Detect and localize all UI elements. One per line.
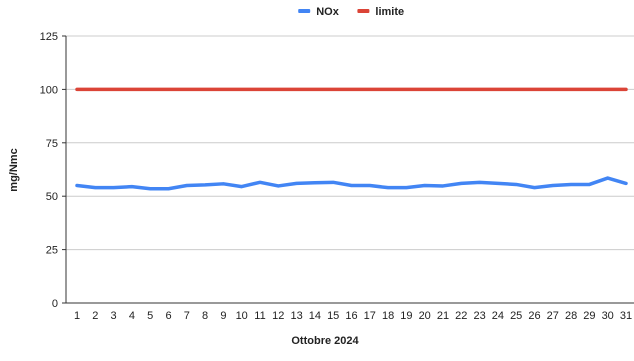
x-tick-label: 28 — [565, 310, 577, 322]
x-tick-label: 16 — [345, 310, 357, 322]
series-lines — [75, 87, 628, 191]
x-tick-label: 12 — [272, 310, 284, 322]
x-tick-label: 18 — [382, 310, 394, 322]
x-tick-label: 1 — [74, 310, 80, 322]
x-tick-label: 11 — [254, 310, 265, 322]
x-tick-label: 5 — [147, 310, 153, 322]
x-tick-label: 19 — [400, 310, 412, 322]
grid-lines — [66, 35, 634, 251]
x-tick-label: 9 — [220, 310, 226, 322]
x-tick-label: 4 — [129, 310, 135, 322]
legend-label-limite: limite — [375, 6, 404, 18]
x-axis-title: Ottobre 2024 — [291, 335, 359, 347]
x-tick-label: 30 — [602, 310, 614, 322]
legend: NOx limite — [298, 6, 404, 18]
x-tick-label: 24 — [492, 310, 504, 322]
y-tick-label: 75 — [46, 138, 58, 150]
x-tick-label: 13 — [290, 310, 302, 322]
x-tick-label: 14 — [309, 310, 321, 322]
x-tick-label: 22 — [455, 310, 467, 322]
x-tick-label: 6 — [165, 310, 171, 322]
series-line-nox — [75, 176, 628, 191]
x-tick-label: 10 — [236, 310, 248, 322]
x-tick-label: 20 — [419, 310, 431, 322]
x-tick-label: 15 — [327, 310, 339, 322]
y-tick-label: 100 — [40, 84, 58, 96]
x-tick-label: 3 — [111, 310, 117, 322]
x-tick-label: 17 — [364, 310, 376, 322]
x-tick-label: 21 — [437, 310, 449, 322]
y-axis-title: mg/Nmc — [8, 148, 20, 191]
x-tick-label: 8 — [202, 310, 208, 322]
x-tick-label: 29 — [583, 310, 595, 322]
legend-swatch-nox — [298, 9, 311, 13]
x-tick-label: 25 — [510, 310, 522, 322]
x-tick-label: 31 — [620, 310, 632, 322]
legend-label-nox: NOx — [316, 6, 340, 18]
x-tick-label: 26 — [528, 310, 540, 322]
legend-swatch-limite — [357, 9, 370, 13]
x-tick-label: 2 — [92, 310, 98, 322]
y-tick-label: 0 — [52, 298, 58, 310]
y-tick-label: 125 — [40, 31, 58, 43]
x-tick-label: 23 — [473, 310, 485, 322]
x-tick-label: 27 — [547, 310, 559, 322]
y-tick-label: 25 — [46, 245, 58, 257]
x-tick-label: 7 — [184, 310, 190, 322]
y-tick-label: 50 — [46, 191, 58, 203]
